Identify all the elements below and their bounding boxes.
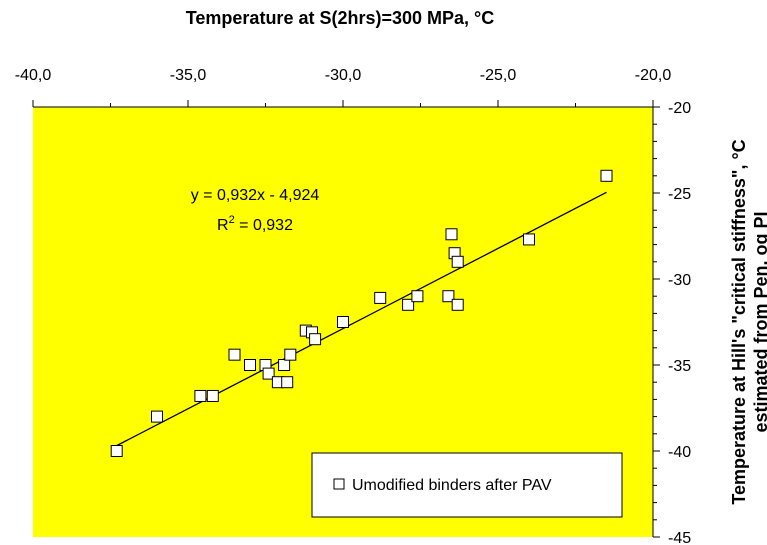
data-point (194, 389, 207, 402)
y-tick-label: -20 (668, 100, 691, 117)
legend-label: Umodified binders after PAV (352, 477, 552, 494)
y-tick-label: -35 (668, 358, 691, 375)
legend-marker (333, 478, 345, 490)
x-axis-title: Temperature at S(2hrs)=300 MPa, °C (186, 8, 494, 28)
data-point (451, 298, 464, 311)
data-point (309, 333, 322, 346)
x-tick-label: -40,0 (15, 67, 52, 84)
r-squared-label: R2 = 0,932 (217, 214, 293, 234)
data-point (374, 291, 387, 304)
data-point (244, 359, 256, 371)
data-point (281, 376, 294, 389)
x-tick-label: -30,0 (325, 67, 362, 84)
y-axis: -20 -25 -30 -35 -40 -45 (652, 100, 691, 545)
data-point (228, 348, 241, 361)
data-point (600, 169, 613, 182)
data-point (262, 367, 275, 380)
data-point (523, 233, 535, 246)
x-tick-label: -35,0 (170, 67, 207, 84)
y-tick-label: -40 (668, 444, 691, 461)
y-tick-label: -45 (668, 530, 691, 545)
data-point (451, 255, 464, 268)
legend: Umodified binders after PAV (311, 452, 623, 518)
y-tick-label: -25 (668, 186, 691, 203)
y-axis-title-line2: estimated from Pen. og PI (751, 211, 767, 432)
trendline-equation: y = 0,932x - 4,924 (191, 187, 320, 204)
x-axis: -40,0 -35,0 -30,0 -25,0 -20,0 (15, 67, 672, 108)
data-point (284, 348, 297, 361)
data-point (206, 389, 219, 402)
data-point (151, 410, 163, 423)
x-tick-label: -20,0 (635, 67, 672, 84)
data-point (278, 359, 291, 371)
y-axis-title-line1: Temperature at Hill's "critical stiffnes… (729, 139, 749, 504)
data-points (110, 169, 613, 457)
data-point (337, 316, 349, 328)
data-point (442, 290, 455, 303)
legend-box (311, 452, 623, 518)
y-tick-label: -30 (668, 272, 691, 289)
data-point (110, 445, 123, 457)
data-point (411, 290, 424, 303)
x-tick-label: -25,0 (480, 67, 517, 84)
data-point (402, 298, 415, 311)
data-point (445, 228, 458, 241)
